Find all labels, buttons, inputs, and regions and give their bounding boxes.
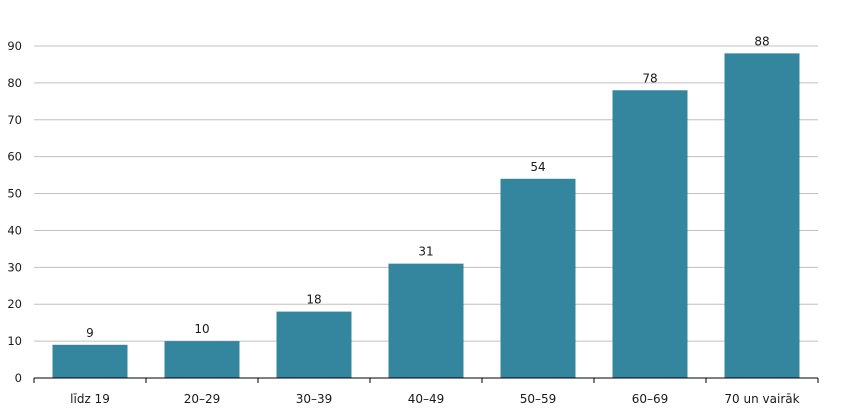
bar [500,178,576,378]
labels: 0 10 20 30 40 50 60 70 80 90 9 līdz 19 10 20–29 18 30–3… [7,34,799,406]
data-label: 9 [86,326,94,340]
x-tick-label: 20–29 [184,392,221,406]
bars [52,53,800,379]
x-tick-label: 30–39 [296,392,333,406]
x-tick-label: 60–69 [632,392,669,406]
gridlines [34,45,818,342]
data-label: 54 [530,160,545,174]
bar [724,53,800,378]
y-tick-label: 80 [7,76,22,90]
y-tick-label: 0 [15,371,22,385]
y-tick-label: 30 [7,260,22,274]
bar [612,90,688,379]
bar [388,263,464,378]
y-tick-label: 40 [7,223,22,237]
x-tick-label: 40–49 [408,392,445,406]
y-tick-label: 10 [7,334,22,348]
data-label: 18 [306,293,321,307]
y-tick-label: 50 [7,187,22,201]
x-tick-label: 70 un vairāk [724,392,799,406]
y-tick-label: 60 [7,150,22,164]
x-tick-label: līdz 19 [70,392,110,406]
bar [276,311,352,378]
bar [52,344,128,378]
y-tick-label: 20 [7,297,22,311]
x-tick-label: 50–59 [520,392,557,406]
data-label: 78 [642,71,657,85]
y-tick-label: 90 [7,39,22,53]
data-label: 31 [418,245,433,259]
bar [164,341,240,378]
axes [33,377,819,383]
data-label: 10 [194,322,209,336]
data-label: 88 [754,34,769,48]
y-tick-label: 70 [7,113,22,127]
